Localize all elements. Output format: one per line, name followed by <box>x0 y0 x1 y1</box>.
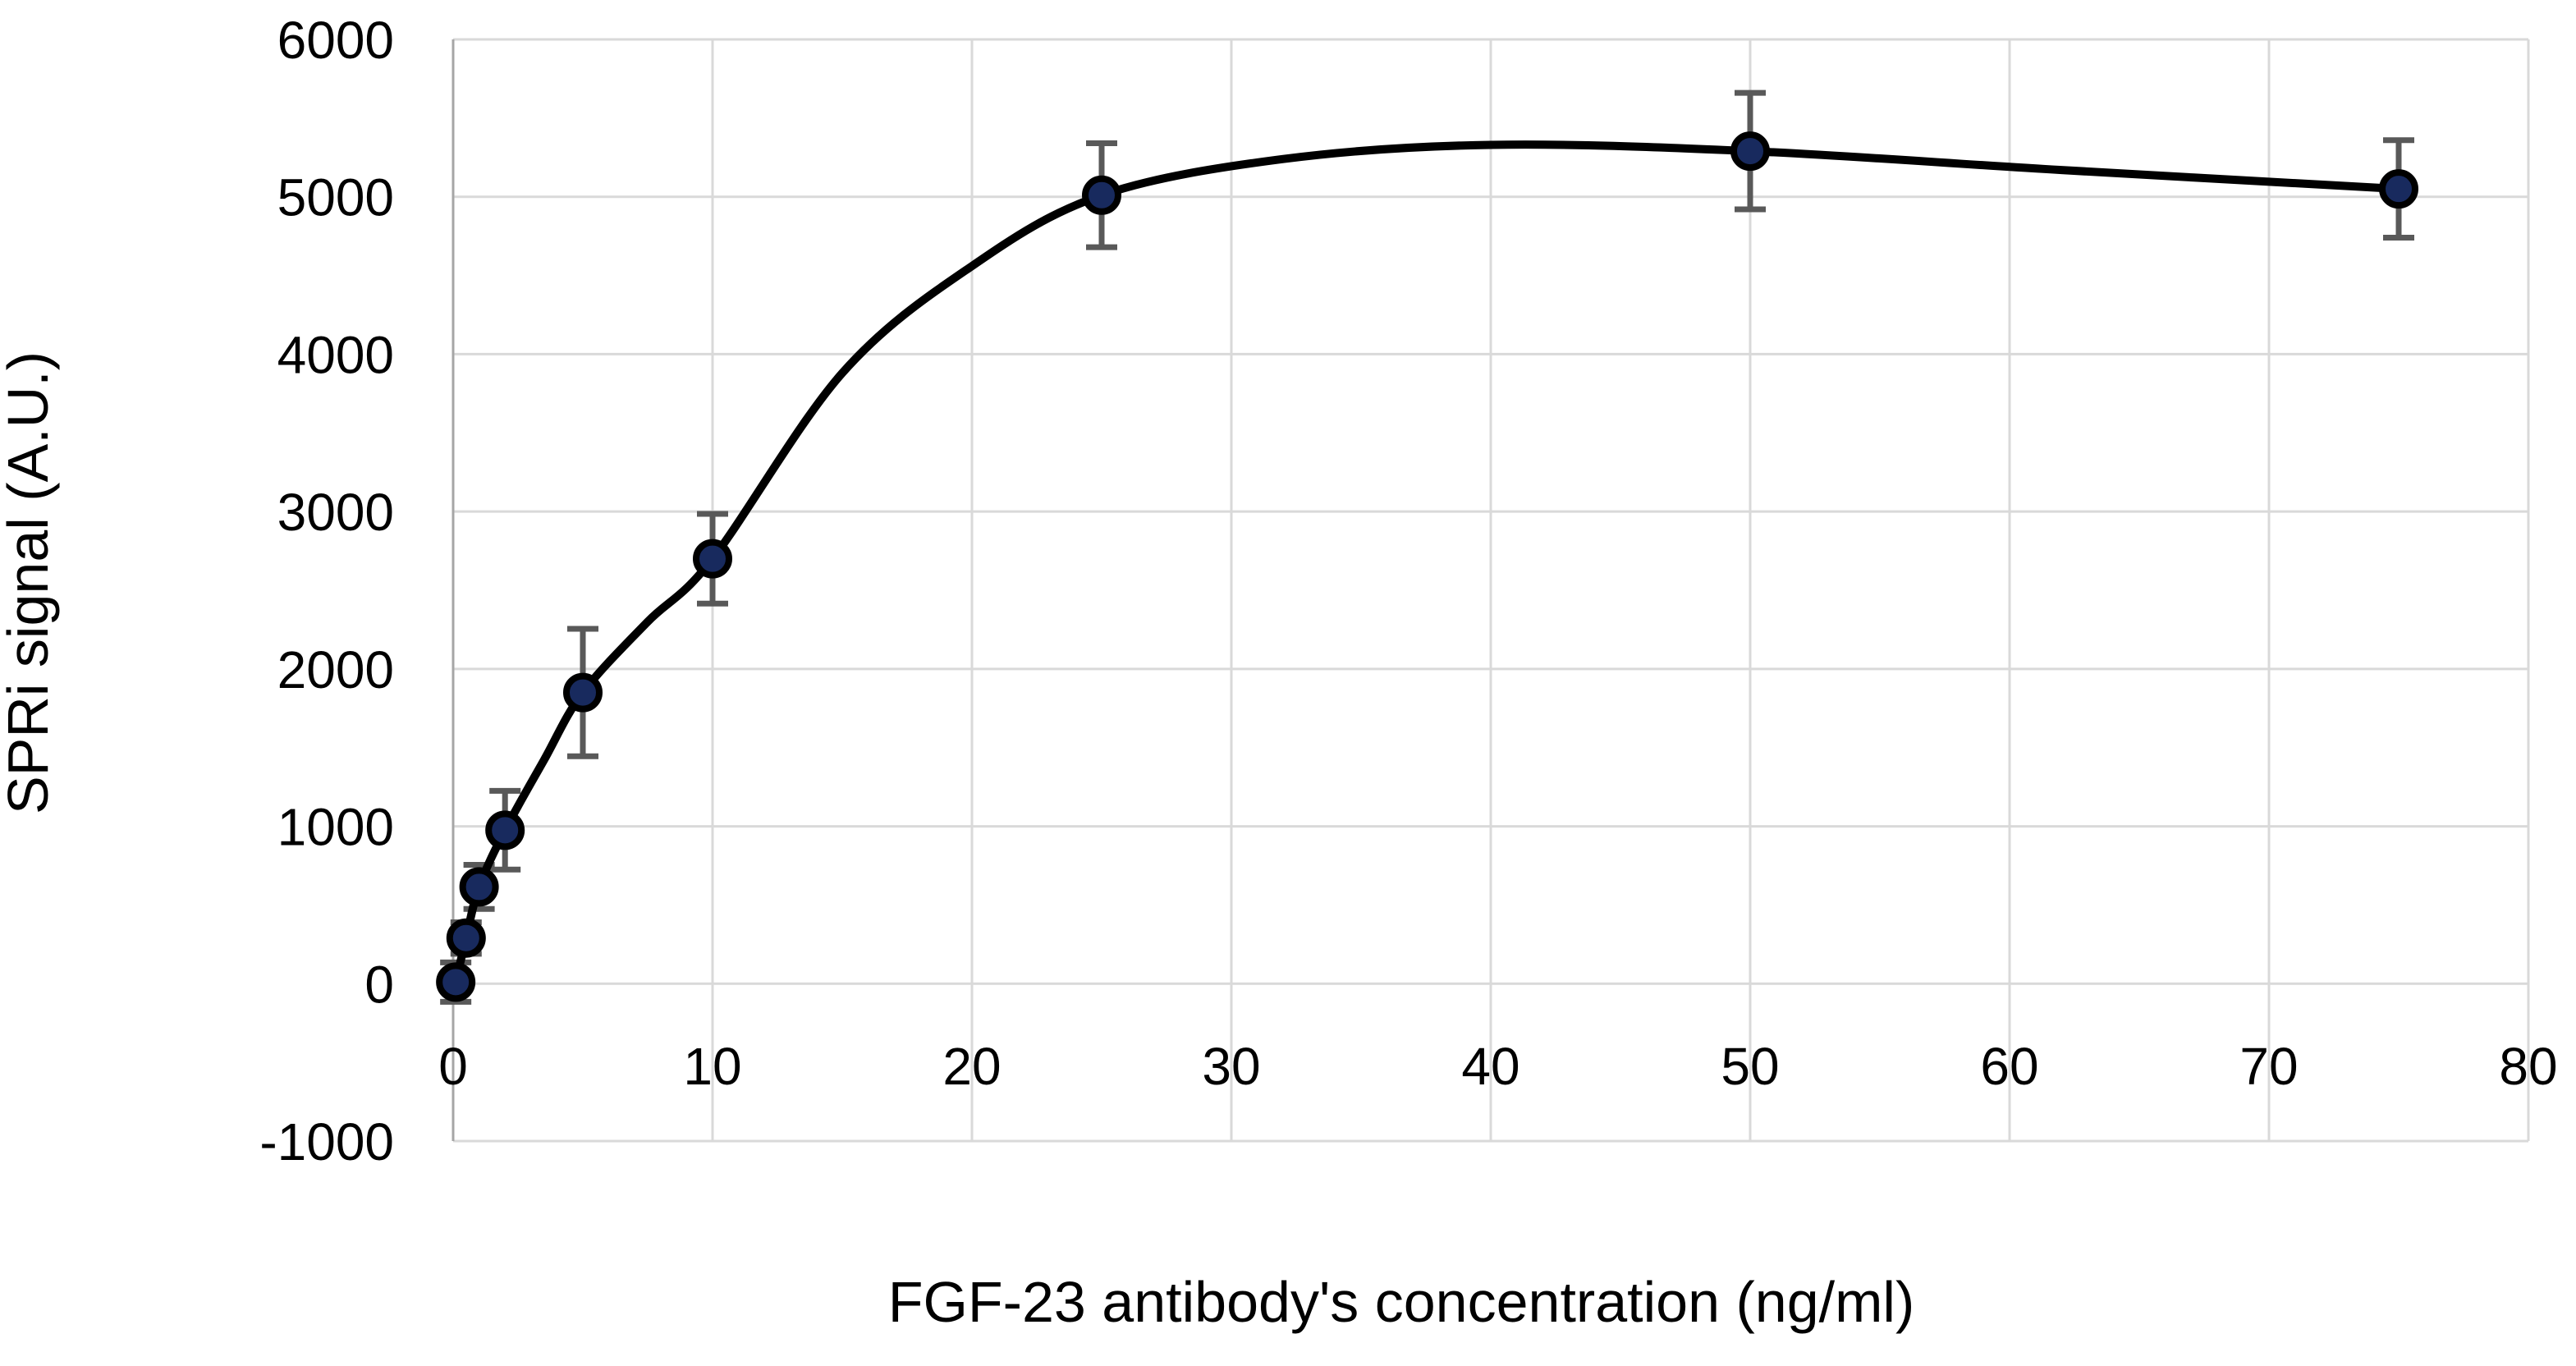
data-point-marker <box>563 672 603 713</box>
grid-layer <box>451 38 2530 1143</box>
x-tick-label: 30 <box>1202 1037 1260 1096</box>
x-tick-label: 20 <box>942 1037 1001 1096</box>
data-point-marker <box>693 539 732 579</box>
data-point-marker <box>436 962 476 1002</box>
data-point-marker <box>459 867 499 907</box>
x-axis-title: FGF-23 antibody's concentration (ng/ml) <box>888 1270 1915 1334</box>
error-bar-layer <box>440 89 2414 1005</box>
y-tick-label: 3000 <box>277 483 394 542</box>
x-tick-label: 80 <box>2499 1037 2557 1096</box>
y-tick-label: 0 <box>364 955 394 1014</box>
data-point-marker <box>1730 131 1770 172</box>
y-axis-title: SPRi signal (A.U.) <box>0 351 60 814</box>
x-tick-label: 60 <box>1980 1037 2038 1096</box>
data-point-marker <box>1082 175 1121 215</box>
y-tick-label: 6000 <box>277 11 394 70</box>
marker-layer <box>436 131 2418 1002</box>
x-tick-label: 50 <box>1721 1037 1779 1096</box>
x-tick-label: 10 <box>683 1037 741 1096</box>
data-point-marker <box>446 918 486 958</box>
y-tick-label: 2000 <box>277 640 394 699</box>
x-tick-label: 40 <box>1461 1037 1519 1096</box>
y-tick-label: 5000 <box>277 168 394 227</box>
data-point-marker <box>2379 169 2418 209</box>
y-tick-label: 1000 <box>277 798 394 857</box>
x-tick-label: 0 <box>438 1037 468 1096</box>
series-curve <box>451 140 2403 987</box>
data-point-marker <box>485 810 525 850</box>
tick-label-layer: -1000 0 1000 2000 3000 4000 5000 6000 0 10 20 30 40 5… <box>259 11 2557 1171</box>
curve-layer <box>451 140 2403 987</box>
y-tick-label: 4000 <box>277 325 394 384</box>
y-tick-label: -1000 <box>259 1112 394 1171</box>
x-tick-label: 70 <box>2239 1037 2298 1096</box>
